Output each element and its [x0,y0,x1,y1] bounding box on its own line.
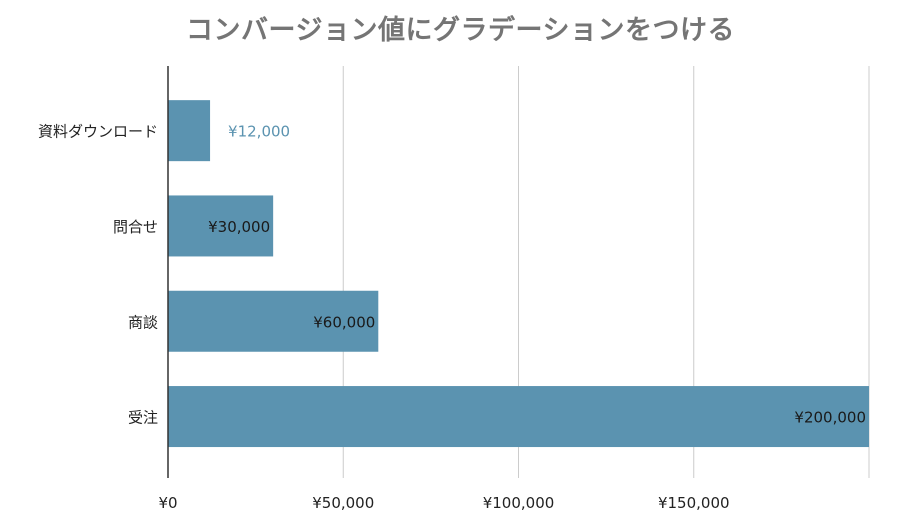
data-label: ¥12,000 [228,123,290,141]
category-label: 資料ダウンロード [38,123,158,141]
bar [168,195,274,257]
bars [168,100,869,448]
bar [168,386,869,448]
x-tick-label: ¥0 [158,494,177,512]
data-label: ¥60,000 [313,313,375,331]
x-tick-label: ¥50,000 [312,494,374,512]
category-label: 問合せ [113,218,158,236]
bar [168,100,211,162]
bar [168,290,379,352]
x-tick-label: ¥100,000 [483,494,555,512]
category-label: 受注 [128,409,158,427]
labels: ¥0 ¥50,000 ¥100,000 ¥150,000 資料ダウンロード ¥12,000… [38,123,866,512]
data-label: ¥30,000 [208,218,270,236]
category-label: 商談 [128,313,158,331]
chart-title: コンバージョン値にグラデーションをつける [186,15,735,46]
data-label: ¥200,000 [794,409,866,427]
x-tick-label: ¥150,000 [658,494,730,512]
